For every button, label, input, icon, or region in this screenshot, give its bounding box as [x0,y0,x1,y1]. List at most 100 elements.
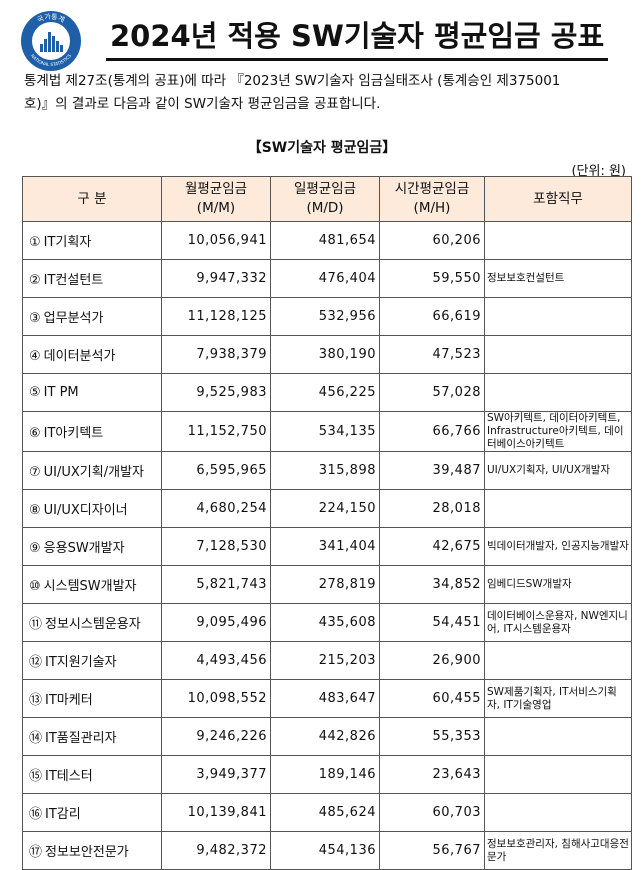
row-job-title: 정보보안전문가 [45,845,129,860]
row-monthly-wage: 6,595,965 [161,451,271,490]
row-hourly-wage: 57,028 [379,373,485,412]
row-included-jobs: 빅데이터개발자, 인공지능개발자 [484,527,632,566]
row-daily-wage: 435,608 [270,603,380,642]
row-hourly-wage: 54,451 [379,603,485,642]
row-hourly-wage: 56,767 [379,831,485,870]
row-job-title: UI/UX기획/개발자 [43,465,144,480]
table-row: ⑮ IT테스터 3,949,377 189,146 23,643 [22,755,632,794]
row-job-title: IT지원기술자 [45,655,117,670]
row-included-jobs [484,221,632,260]
row-category: ④ 데이터분석가 [22,335,162,374]
row-number: ⑤ [29,385,41,400]
row-number: ⑨ [29,541,41,556]
row-monthly-wage: 5,821,743 [161,565,271,604]
table-row: ⑧ UI/UX디자이너 4,680,254 224,150 28,018 [22,489,632,528]
row-daily-wage: 454,136 [270,831,380,870]
row-included-jobs: 데이터베이스운용자, NW엔지니어, IT시스템운용자 [484,603,632,642]
row-number: ⑥ [29,426,41,441]
row-job-title: IT아키텍트 [43,426,104,441]
row-category: ⑧ UI/UX디자이너 [22,489,162,528]
row-job-title: IT마케터 [45,693,93,708]
table-row: ④ 데이터분석가 7,938,379 380,190 47,523 [22,335,632,374]
table-row: ⑥ IT아키텍트 11,152,750 534,135 66,766 SW아키텍트, 데이… [22,411,632,452]
row-daily-wage: 485,624 [270,793,380,832]
row-category: ⑩ 시스템SW개발자 [22,565,162,604]
row-monthly-wage: 9,482,372 [161,831,271,870]
table-title: 【SW기술자 평균임금】 [247,140,397,156]
row-hourly-wage: 60,455 [379,679,485,718]
row-hourly-wage: 28,018 [379,489,485,528]
row-number: ⑪ [29,617,43,632]
table-row: ⑨ 응용SW개발자 7,128,530 341,404 42,675 빅데이터개발자, 인… [22,527,632,566]
row-job-title: IT품질관리자 [45,731,117,746]
intro-line-1: 통계법 제27조(통계의 공표)에 따라 『2023년 SW기술자 임금실태조사… [24,73,561,89]
row-included-jobs [484,793,632,832]
row-daily-wage: 456,225 [270,373,380,412]
row-job-title: IT테스터 [45,769,93,784]
row-monthly-wage: 9,525,983 [161,373,271,412]
table-row: ⑪ 정보시스템운용자 9,095,496 435,608 54,451 데이터베이스운용자… [22,603,632,642]
row-hourly-wage: 59,550 [379,259,485,298]
row-category: ⑯ IT감리 [22,793,162,832]
row-monthly-wage: 7,128,530 [161,527,271,566]
row-category: ② IT컨설턴트 [22,259,162,298]
row-category: ⑦ UI/UX기획/개발자 [22,451,162,490]
row-number: ⑮ [29,769,43,784]
row-job-title: 업무분석가 [43,311,104,326]
row-category: ③ 업무분석가 [22,297,162,336]
row-monthly-wage: 4,680,254 [161,489,271,528]
row-included-jobs: 정보보호컨설턴트 [484,259,632,298]
row-category: ⑰ 정보보안전문가 [22,831,162,870]
row-daily-wage: 476,404 [270,259,380,298]
row-hourly-wage: 66,766 [379,411,485,452]
row-job-title: IT감리 [45,807,81,822]
header-category: 구 분 [22,176,162,222]
row-daily-wage: 189,146 [270,755,380,794]
row-monthly-wage: 9,947,332 [161,259,271,298]
row-included-jobs [484,717,632,756]
row-number: ⑬ [29,693,43,708]
row-hourly-wage: 23,643 [379,755,485,794]
row-number: ⑭ [29,731,43,746]
row-job-title: IT기획자 [43,235,92,250]
row-job-title: IT PM [43,385,79,400]
table-row: ⑦ UI/UX기획/개발자 6,595,965 315,898 39,487 UI/UX기… [22,451,632,490]
row-number: ② [29,273,41,288]
row-job-title: UI/UX디자이너 [43,503,128,518]
row-hourly-wage: 47,523 [379,335,485,374]
table-row: ⑬ IT마케터 10,098,552 483,647 60,455 SW제품기획자, IT… [22,679,632,718]
row-daily-wage: 215,203 [270,641,380,680]
row-included-jobs: SW아키텍트, 데이터아키텍트, Infrastructure아키텍트, 데이터… [484,411,632,452]
table-row: ③ 업무분석가 11,128,125 532,956 66,619 [22,297,632,336]
row-daily-wage: 532,956 [270,297,380,336]
row-included-jobs [484,373,632,412]
row-daily-wage: 315,898 [270,451,380,490]
row-daily-wage: 483,647 [270,679,380,718]
table-header-row: 구 분 월평균임금 (M/M) 일평균임금 (M/D) 시간평균임금 (M/H) 포함… [22,176,632,222]
row-number: ⑰ [29,845,43,860]
row-included-jobs [484,641,632,680]
row-monthly-wage: 4,493,456 [161,641,271,680]
row-number: ① [29,235,41,250]
row-daily-wage: 481,654 [270,221,380,260]
table-row: ⑭ IT품질관리자 9,246,226 442,826 55,353 [22,717,632,756]
table-row: ① IT기획자 10,056,941 481,654 60,206 [22,221,632,260]
table-row: ⑯ IT감리 10,139,841 485,624 60,703 [22,793,632,832]
intro-line-2: 호)』의 결과로 다음과 같이 SW기술자 평균임금을 공표합니다. [24,96,381,112]
row-daily-wage: 442,826 [270,717,380,756]
row-job-title: 응용SW개발자 [43,541,125,556]
row-hourly-wage: 39,487 [379,451,485,490]
header-jobs: 포함직무 [484,176,632,222]
row-included-jobs [484,297,632,336]
row-category: ⑭ IT품질관리자 [22,717,162,756]
row-included-jobs [484,335,632,374]
row-job-title: IT컨설턴트 [43,273,104,288]
row-category: ⑤ IT PM [22,373,162,412]
row-number: ③ [29,311,41,326]
row-daily-wage: 380,190 [270,335,380,374]
row-hourly-wage: 42,675 [379,527,485,566]
row-monthly-wage: 10,098,552 [161,679,271,718]
row-hourly-wage: 60,206 [379,221,485,260]
row-number: ④ [29,349,41,364]
row-monthly-wage: 9,246,226 [161,717,271,756]
